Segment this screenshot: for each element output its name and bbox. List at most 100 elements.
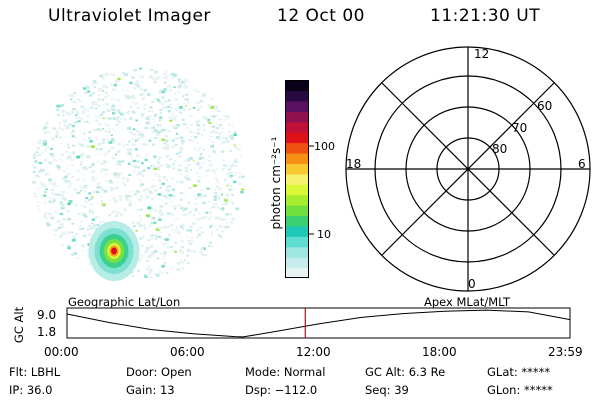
uv-speckle: [206, 186, 209, 188]
uv-speckle: [179, 136, 183, 139]
uv-speckle: [128, 153, 132, 156]
uv-speckle: [81, 152, 85, 156]
uv-speckle: [181, 118, 185, 121]
uv-speckle: [66, 210, 70, 213]
uv-speckle: [104, 73, 109, 76]
uv-speckle: [48, 212, 52, 215]
uv-speckle: [203, 194, 207, 197]
uv-speckle: [181, 267, 184, 270]
uv-speckle: [75, 203, 78, 206]
uv-speckle: [126, 72, 129, 74]
uv-speckle: [59, 158, 62, 161]
uv-speckle: [189, 129, 191, 131]
uv-speckle: [137, 134, 141, 137]
uv-speckle: [185, 124, 188, 126]
uv-speckle: [134, 165, 138, 168]
uv-speckle: [89, 94, 93, 97]
uv-speckle: [137, 85, 140, 88]
uv-speckle: [177, 168, 180, 171]
uv-speckle: [158, 139, 162, 141]
uv-speckle: [87, 107, 90, 109]
uv-speckle: [142, 175, 145, 178]
uv-speckle: [87, 199, 91, 202]
uv-speckle: [201, 253, 205, 257]
uv-speckle: [70, 98, 73, 101]
uv-speckle: [51, 137, 55, 140]
uv-speckle: [99, 216, 102, 218]
uv-speckle: [67, 172, 71, 175]
uv-speckle: [46, 174, 49, 176]
uv-speckle: [174, 108, 178, 111]
uv-speckle: [97, 144, 99, 146]
uv-speckle: [173, 160, 177, 162]
uv-speckle: [128, 203, 132, 207]
uv-speckle: [81, 174, 84, 176]
uv-speckle: [47, 172, 50, 174]
uv-speckle: [152, 130, 156, 133]
uv-speckle: [86, 85, 89, 88]
uv-speckle: [210, 209, 213, 211]
uv-speckle: [182, 95, 185, 97]
uv-speckle: [122, 177, 126, 180]
uv-speckle: [142, 190, 146, 193]
uv-speckle: [200, 231, 204, 234]
uv-speckle: [154, 131, 159, 134]
uv-speckle: [82, 213, 86, 216]
uv-speckle: [225, 198, 227, 200]
uv-speckle: [110, 85, 113, 87]
uv-speckle: [64, 179, 68, 182]
uv-speckle: [101, 128, 104, 130]
uv-speckle: [164, 202, 168, 205]
uv-speckle: [108, 179, 112, 183]
uv-speckle: [215, 122, 218, 125]
uv-speckle: [100, 188, 105, 191]
uv-speckle: [79, 163, 83, 166]
uv-speckle: [190, 240, 195, 243]
uv-speckle: [152, 255, 155, 257]
uv-speckle: [140, 170, 143, 172]
uv-speckle: [103, 123, 106, 125]
uv-speckle: [135, 190, 140, 193]
uv-speckle: [158, 119, 162, 122]
uv-speckle: [189, 130, 193, 134]
uv-speckle: [155, 77, 159, 80]
uv-speckle: [183, 160, 185, 162]
uv-speckle: [68, 146, 70, 148]
uv-speckle: [209, 144, 213, 147]
uv-speckle: [72, 152, 75, 155]
uv-speckle: [57, 185, 60, 187]
uv-speckle: [201, 94, 206, 97]
uv-speckle: [163, 251, 167, 254]
uv-speckle: [189, 123, 193, 126]
strip-y-tick-9: 9.0: [37, 308, 57, 322]
uv-speckle: [151, 101, 155, 103]
uv-speckle: [77, 212, 81, 215]
uv-speckle: [231, 125, 234, 127]
uv-speckle: [196, 236, 199, 238]
uv-speckle: [160, 252, 163, 255]
uv-speckle: [171, 205, 174, 207]
uv-speckle: [121, 160, 125, 163]
uv-speckle: [53, 159, 57, 162]
uv-speckle: [128, 195, 132, 198]
uv-speckle: [55, 108, 58, 111]
uv-speckle: [66, 165, 69, 167]
uv-speckle: [234, 146, 238, 149]
uv-speckle: [232, 203, 235, 206]
uv-speckle: [213, 198, 217, 201]
uv-speckle: [117, 150, 121, 153]
uv-speckle: [230, 137, 234, 141]
uv-speckle: [131, 271, 135, 274]
uv-speckle: [226, 184, 229, 187]
uv-speckle: [175, 119, 177, 121]
uv-speckle: [96, 128, 100, 131]
uv-speckle: [152, 118, 155, 121]
uv-speckle: [163, 142, 167, 145]
uv-speckle: [201, 116, 204, 118]
uv-speckle: [99, 90, 102, 93]
uv-speckle: [58, 122, 61, 124]
strip-x-tick-0600: 06:00: [170, 345, 205, 359]
uv-speckle: [99, 74, 103, 78]
uv-speckle: [201, 162, 204, 165]
uv-speckle: [231, 194, 234, 197]
